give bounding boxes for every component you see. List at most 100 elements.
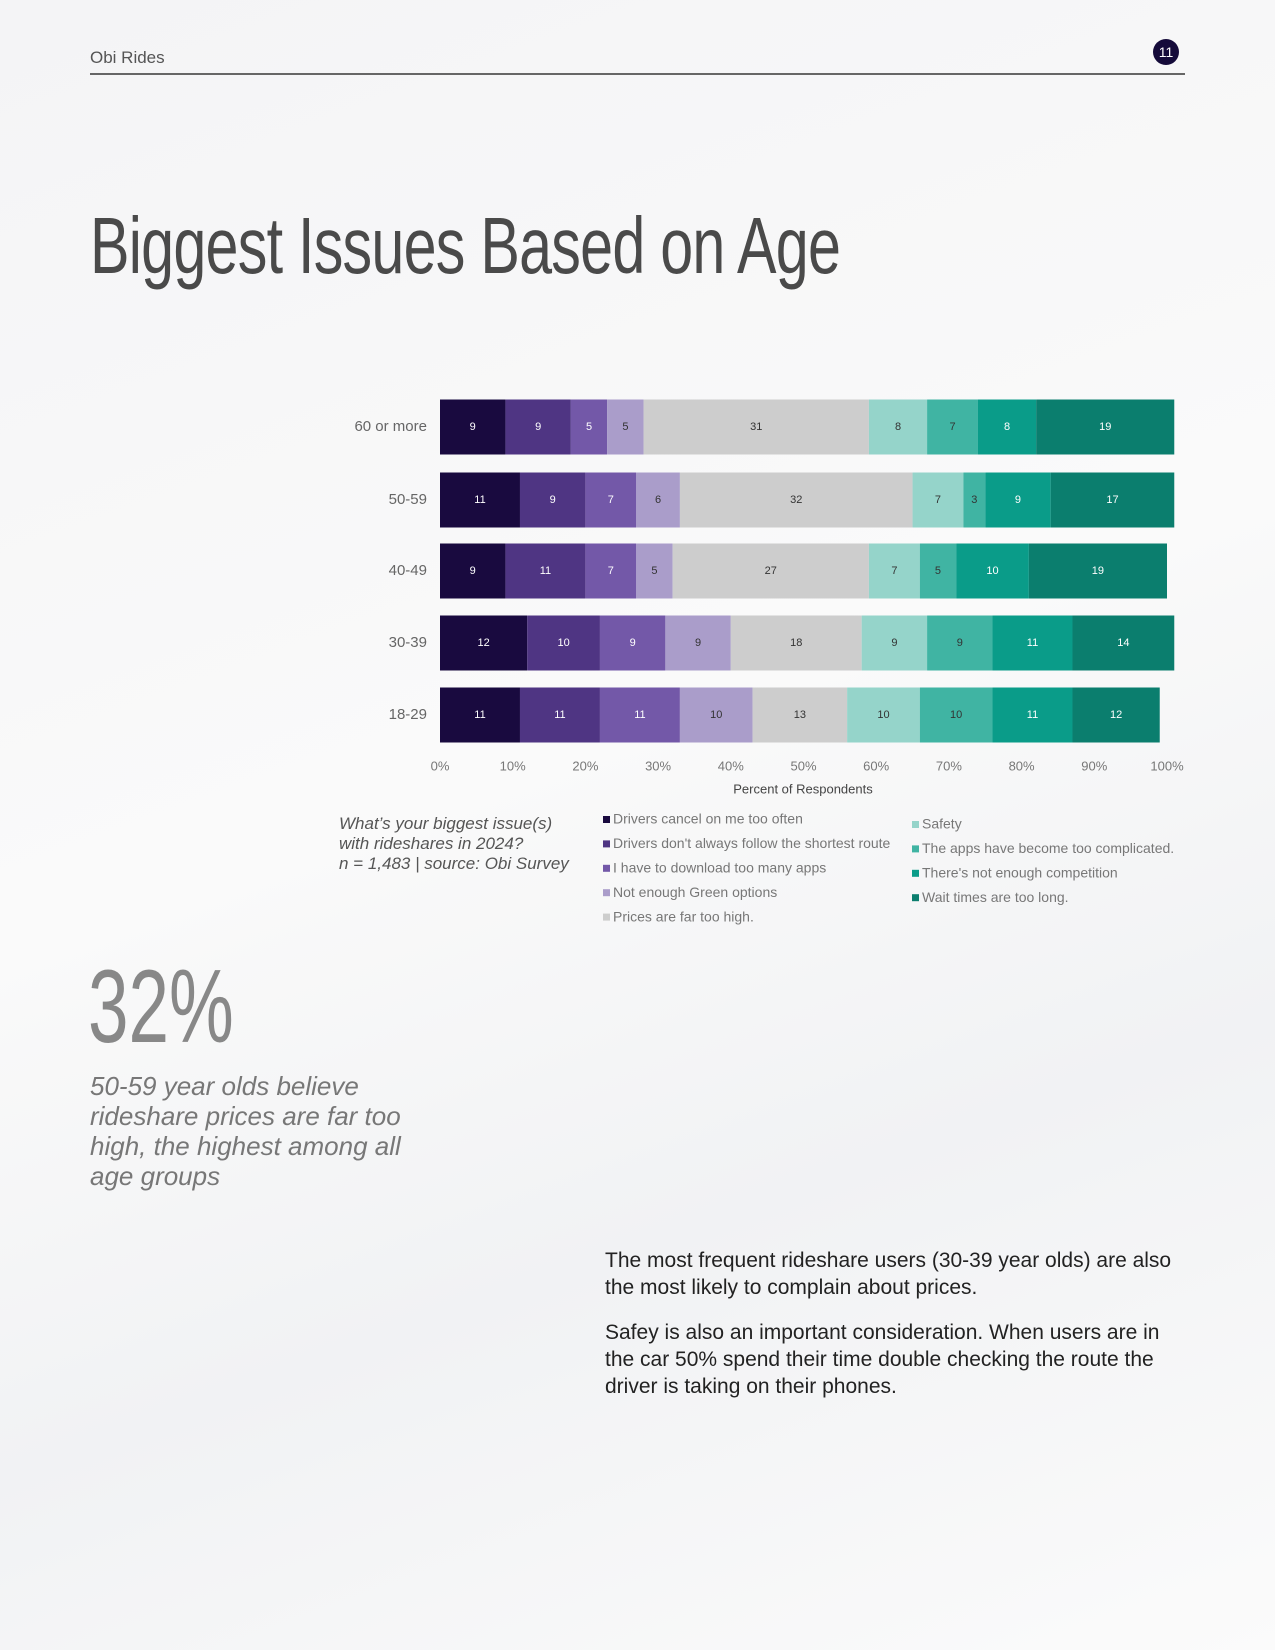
value-label: 14 xyxy=(1117,637,1129,649)
x-axis-label: Percent of Respondents xyxy=(733,781,873,796)
bar-segment xyxy=(912,472,964,528)
value-label: 9 xyxy=(550,494,556,506)
value-label: 12 xyxy=(477,637,489,649)
bar-segment xyxy=(519,472,586,528)
y-tick-label: 40-49 xyxy=(389,562,427,579)
bar-segment xyxy=(985,472,1051,528)
legend-swatch xyxy=(603,913,610,921)
value-label: 5 xyxy=(586,421,592,433)
value-label: 5 xyxy=(935,565,941,577)
bar-segment xyxy=(440,687,520,743)
value-label: 10 xyxy=(557,637,569,649)
value-label: 9 xyxy=(535,421,541,433)
y-tick-label: 30-39 xyxy=(389,634,427,651)
bar-segment xyxy=(607,399,644,455)
bar-segment xyxy=(992,615,1073,671)
bar-segment xyxy=(679,687,753,743)
chart: Percent of Respondents 0% 10% 20% 30% 40% 50%… xyxy=(354,399,1184,924)
bar-segment xyxy=(585,543,637,599)
bar-segment xyxy=(919,687,993,743)
legend-swatch xyxy=(912,845,919,853)
value-label: 9 xyxy=(695,637,701,649)
bar-segment xyxy=(1072,615,1175,671)
value-label: 9 xyxy=(630,637,636,649)
bar-segment xyxy=(1036,399,1175,455)
note-line: n = 1,483 | source: Obi Survey xyxy=(339,854,569,873)
value-label: 10 xyxy=(986,565,998,577)
value-label: 12 xyxy=(1110,709,1122,721)
paragraph: Safey is also an important consideration… xyxy=(605,1321,1160,1398)
legend-label: There's not enough competition xyxy=(922,865,1118,881)
value-label: 7 xyxy=(608,494,614,506)
bar-segment xyxy=(672,543,869,599)
value-label: 8 xyxy=(895,421,901,433)
callout-text: 50-59 year olds believe rideshare prices… xyxy=(90,1071,401,1191)
note-line: What’s your biggest issue(s) with ridesh… xyxy=(339,814,553,853)
legend-swatch xyxy=(603,889,610,897)
bar-segment xyxy=(440,615,528,671)
value-label: 10 xyxy=(710,709,722,721)
x-tick-label: 30% xyxy=(645,758,671,773)
value-label: 5 xyxy=(651,565,657,577)
value-label: 7 xyxy=(935,494,941,506)
value-label: 9 xyxy=(1015,494,1021,506)
legend-label: Not enough Green options xyxy=(613,884,777,900)
x-tick-label: 60% xyxy=(863,758,889,773)
bar-segment xyxy=(519,687,600,743)
bar-segment xyxy=(1028,543,1167,599)
bar-segment xyxy=(599,615,666,671)
x-tick-label: 20% xyxy=(572,758,598,773)
value-label: 8 xyxy=(1004,421,1010,433)
value-label: 19 xyxy=(1092,565,1104,577)
bar-segment xyxy=(505,399,571,455)
legend-swatch xyxy=(912,894,919,902)
value-label: 18 xyxy=(790,637,802,649)
paragraph: The most frequent rideshare users (30-39… xyxy=(605,1249,1172,1299)
legend-swatch xyxy=(912,821,919,828)
bar-segment xyxy=(665,615,731,671)
legend-swatch xyxy=(912,869,919,877)
chart-note: What’s your biggest issue(s) with ridesh… xyxy=(339,814,579,874)
bar-segment xyxy=(440,543,506,599)
x-tick-label: 50% xyxy=(790,758,816,773)
bar-segment xyxy=(599,687,680,743)
value-label: 17 xyxy=(1106,494,1118,506)
x-tick-label: 40% xyxy=(718,758,744,773)
legend-swatch xyxy=(603,840,610,848)
bar-segment xyxy=(861,615,928,671)
value-label: 10 xyxy=(950,709,962,721)
value-label: 7 xyxy=(949,421,955,433)
y-tick-label: 60 or more xyxy=(354,418,427,435)
value-label: 7 xyxy=(891,565,897,577)
legend-label: Wait times are too long. xyxy=(922,889,1069,905)
bar-segment xyxy=(1072,687,1160,743)
value-label: 10 xyxy=(877,709,889,721)
legend-label: The apps have become too complicated. xyxy=(922,840,1174,856)
legend-label: Prices are far too high. xyxy=(613,908,754,924)
value-label: 3 xyxy=(971,494,977,506)
bar-segment xyxy=(868,399,928,455)
value-label: 6 xyxy=(655,494,661,506)
y-tick-label: 50-59 xyxy=(389,491,427,508)
bar-segment xyxy=(927,615,993,671)
value-label: 11 xyxy=(1027,709,1038,721)
value-label: 11 xyxy=(474,709,485,721)
bar-segment xyxy=(636,543,673,599)
value-label: 9 xyxy=(891,637,897,649)
value-label: 31 xyxy=(750,421,762,433)
value-label: 27 xyxy=(765,565,777,577)
bar-segment xyxy=(440,472,520,528)
x-tick-label: 100% xyxy=(1150,758,1184,773)
x-tick-label: 10% xyxy=(500,758,526,773)
bar-segment xyxy=(527,615,600,671)
bar-segment xyxy=(440,399,506,455)
value-label: 7 xyxy=(608,565,614,577)
bar-segment xyxy=(977,399,1037,455)
legend-label: Drivers don't always follow the shortest… xyxy=(613,835,891,851)
legend-swatch xyxy=(603,816,610,823)
bar-segment xyxy=(505,543,586,599)
value-label: 32 xyxy=(790,494,802,506)
value-label: 13 xyxy=(794,709,806,721)
bar-segment xyxy=(730,615,862,671)
